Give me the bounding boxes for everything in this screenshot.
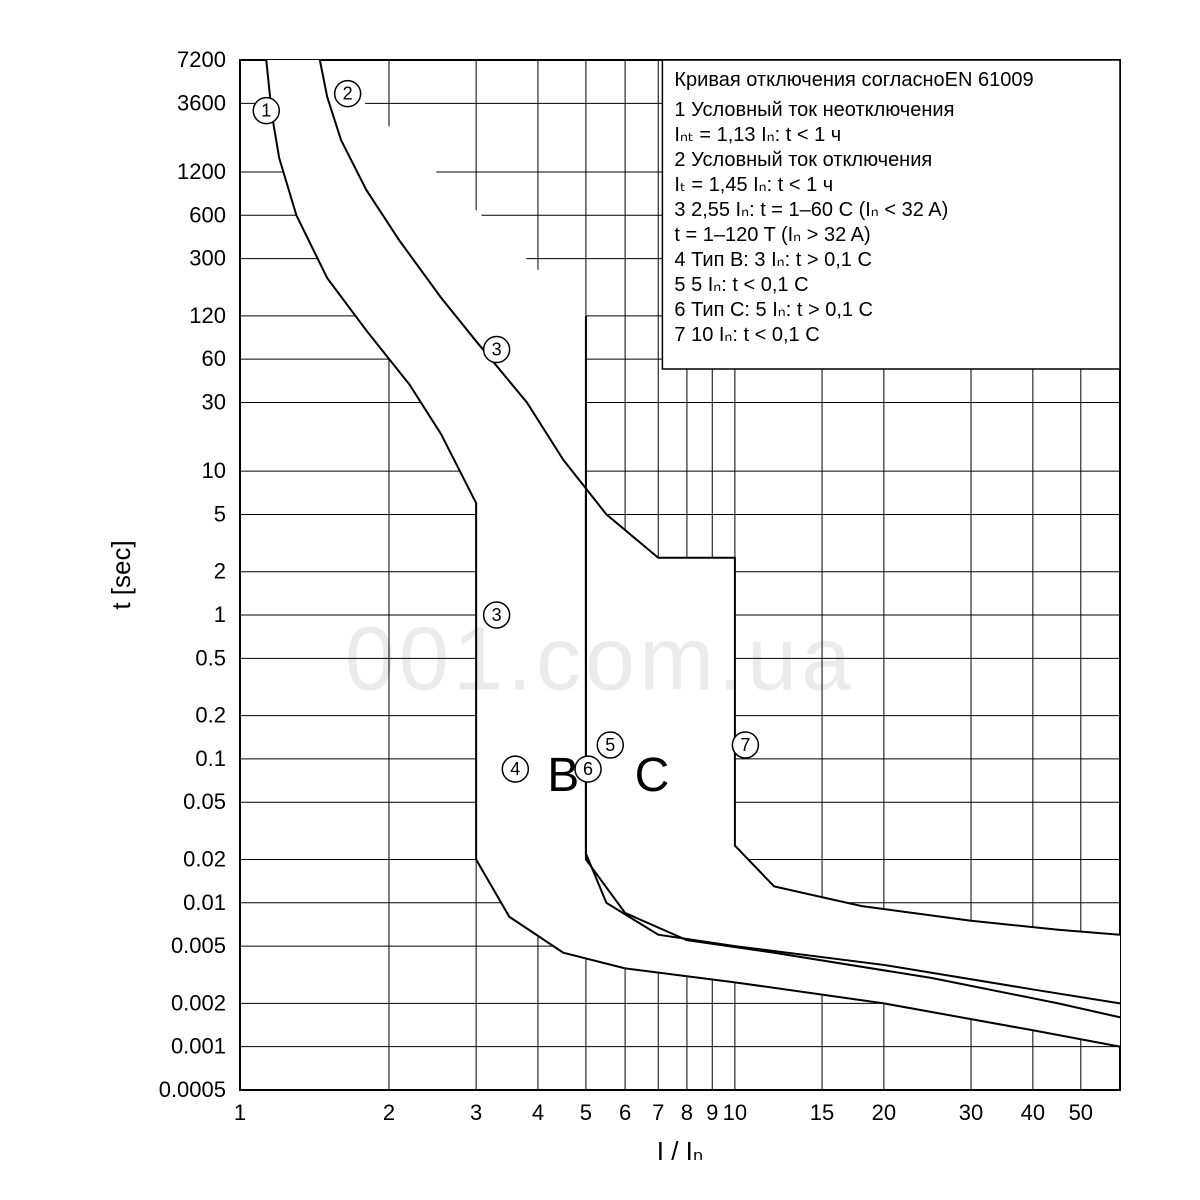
y-tick-label: 0.0005 — [159, 1077, 226, 1102]
y-tick-label: 7200 — [177, 47, 226, 72]
region-label: B — [547, 749, 579, 802]
marker-number: 6 — [583, 759, 593, 779]
marker-number: 3 — [492, 605, 502, 625]
x-tick-label: 6 — [619, 1100, 631, 1125]
x-tick-label: 4 — [532, 1100, 544, 1125]
marker-number: 2 — [343, 84, 353, 104]
x-tick-label: 3 — [470, 1100, 482, 1125]
legend-line: 3 2,55 Iₙ: t = 1–60 C (Iₙ < 32 A) — [674, 199, 948, 221]
legend-line: Iₙₜ = 1,13 Iₙ: t < 1 ч — [674, 124, 841, 146]
y-tick-label: 120 — [189, 303, 226, 328]
region-label: C — [635, 749, 670, 802]
x-tick-label: 15 — [810, 1100, 834, 1125]
x-tick-label: 8 — [681, 1100, 693, 1125]
legend-line: 1 Условный ток неотключения — [674, 99, 954, 121]
marker-number: 7 — [740, 735, 750, 755]
legend-title: Кривая отключения согласноEN 61009 — [674, 69, 1033, 91]
legend-line: t = 1–120 T (Iₙ > 32 A) — [674, 224, 870, 246]
marker-number: 4 — [510, 759, 520, 779]
x-tick-label: 1 — [234, 1100, 246, 1125]
y-tick-label: 0.02 — [183, 846, 226, 871]
y-tick-label: 3600 — [177, 90, 226, 115]
legend-line: 4 Тип B: 3 Iₙ: t > 0,1 C — [674, 249, 872, 271]
y-tick-label: 0.001 — [171, 1034, 226, 1059]
x-tick-label: 40 — [1021, 1100, 1045, 1125]
trip-curve-chart: 1234567891015203040500.00050.0010.0020.0… — [0, 0, 1200, 1200]
x-tick-label: 9 — [706, 1100, 718, 1125]
y-tick-label: 600 — [189, 202, 226, 227]
y-tick-label: 300 — [189, 246, 226, 271]
marker-number: 5 — [605, 735, 615, 755]
y-tick-label: 10 — [202, 458, 226, 483]
x-tick-label: 2 — [383, 1100, 395, 1125]
marker-number: 1 — [261, 101, 271, 121]
y-tick-label: 5 — [214, 501, 226, 526]
y-tick-label: 1200 — [177, 159, 226, 184]
marker-number: 3 — [492, 340, 502, 360]
x-tick-label: 30 — [959, 1100, 983, 1125]
y-tick-label: 0.2 — [195, 703, 226, 728]
y-tick-label: 0.002 — [171, 990, 226, 1015]
x-tick-label: 50 — [1069, 1100, 1093, 1125]
y-tick-label: 30 — [202, 389, 226, 414]
y-axis-label: t [sec] — [106, 540, 136, 609]
x-tick-label: 10 — [723, 1100, 747, 1125]
y-tick-label: 2 — [214, 559, 226, 584]
chart-svg: 1234567891015203040500.00050.0010.0020.0… — [0, 0, 1200, 1200]
legend-line: 5 5 Iₙ: t < 0,1 C — [674, 274, 808, 296]
x-tick-label: 5 — [580, 1100, 592, 1125]
y-tick-label: 0.005 — [171, 933, 226, 958]
x-tick-label: 20 — [872, 1100, 896, 1125]
y-tick-label: 60 — [202, 346, 226, 371]
y-tick-label: 1 — [214, 602, 226, 627]
legend-line: Iₜ = 1,45 Iₙ: t < 1 ч — [674, 174, 833, 196]
y-tick-label: 0.1 — [195, 746, 226, 771]
legend-line: 6 Тип C: 5 Iₙ: t > 0,1 C — [674, 299, 873, 321]
y-tick-label: 0.05 — [183, 789, 226, 814]
x-axis-label: I / Iₙ — [657, 1136, 703, 1166]
legend-line: 7 10 Iₙ: t < 0,1 C — [674, 324, 819, 346]
y-tick-label: 0.01 — [183, 890, 226, 915]
legend-line: 2 Условный ток отключения — [674, 149, 932, 171]
y-tick-label: 0.5 — [195, 645, 226, 670]
x-tick-label: 7 — [652, 1100, 664, 1125]
